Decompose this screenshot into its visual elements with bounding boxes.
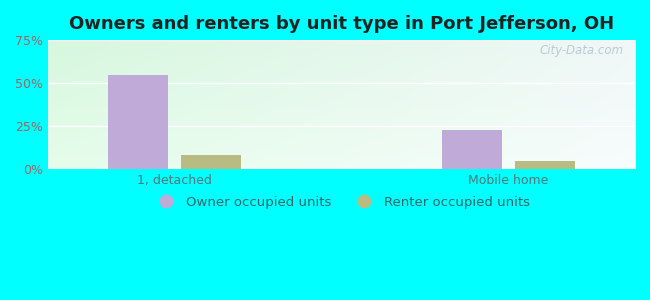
Text: City-Data.com: City-Data.com [539,44,623,57]
Title: Owners and renters by unit type in Port Jefferson, OH: Owners and renters by unit type in Port … [69,15,614,33]
Bar [441,130,502,169]
Legend: Owner occupied units, Renter occupied units: Owner occupied units, Renter occupied un… [148,191,536,214]
Bar [181,154,241,169]
Bar [108,75,168,169]
Bar [515,160,575,169]
